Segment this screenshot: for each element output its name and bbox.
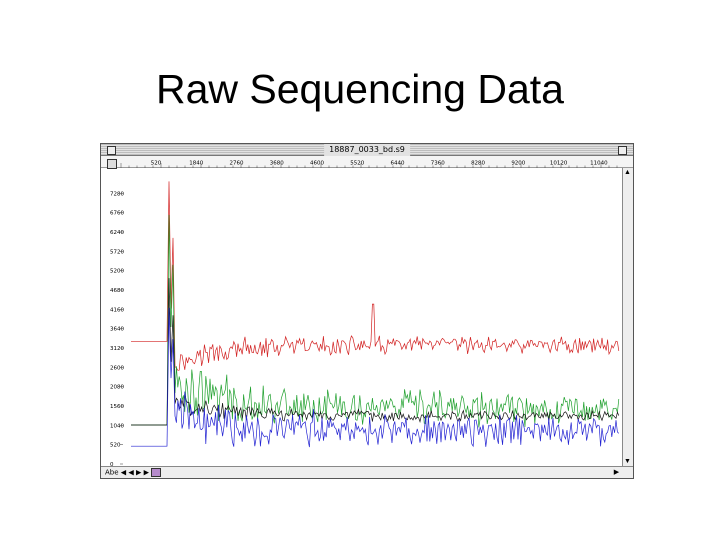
x-tick-label: 11040 xyxy=(590,161,608,167)
position-ruler xyxy=(101,156,633,168)
ruler-toggle-button[interactable] xyxy=(107,159,117,169)
horizontal-scrollbar[interactable]: Abe ◀ ◀ ▶ ▶ ▶ xyxy=(101,466,633,478)
vertical-scrollbar[interactable]: ▲ ▼ xyxy=(622,168,633,466)
zoom-swatch-icon[interactable] xyxy=(151,467,162,477)
y-tick-label: 6760 xyxy=(110,211,124,217)
y-tick-label: 4160 xyxy=(110,307,124,313)
x-tick-label: 2760 xyxy=(230,161,244,167)
y-tick-label: 3640 xyxy=(110,327,124,333)
zoom-controls-label[interactable]: Abe ◀ ◀ ▶ ▶ xyxy=(105,468,152,476)
x-tick-label: 1840 xyxy=(189,161,203,167)
chromatogram-traces xyxy=(131,181,620,448)
scroll-down-icon[interactable]: ▼ xyxy=(624,458,631,465)
y-tick-label: 6240 xyxy=(110,230,124,236)
trace-line xyxy=(131,307,620,448)
trace-line xyxy=(131,214,620,428)
window-title: 18887_0033_bd.s9 xyxy=(324,144,410,156)
x-tick-label: 7360 xyxy=(431,161,445,167)
y-tick-label: 2080 xyxy=(110,385,124,391)
slide-title: Raw Sequencing Data xyxy=(156,66,564,112)
x-tick-label: 10120 xyxy=(550,161,568,167)
x-tick-label: 3680 xyxy=(270,161,284,167)
y-tick-label: 0 xyxy=(110,462,114,468)
x-tick-label: 6440 xyxy=(391,161,405,167)
y-tick-label: 7280 xyxy=(110,191,124,197)
y-tick-label: 1560 xyxy=(110,404,124,410)
ruler-ticks: 520 1840 2760 3680 4600 5520 6440 7360 8280 9200 1… xyxy=(120,161,618,168)
y-tick-label: 520 xyxy=(110,443,121,449)
y-tick-label: 3120 xyxy=(110,346,124,352)
window-titlebar[interactable]: 18887_0033_bd.s9 xyxy=(101,144,633,156)
trace-line xyxy=(131,278,620,426)
x-tick-label: 520 xyxy=(151,161,162,167)
y-tick-label: 4680 xyxy=(110,288,124,294)
y-tick-label: 5720 xyxy=(110,249,124,255)
trace-line xyxy=(131,181,620,371)
x-tick-label: 5520 xyxy=(350,161,364,167)
close-box-icon[interactable] xyxy=(107,146,116,155)
scroll-up-icon[interactable]: ▲ xyxy=(624,169,631,176)
x-tick-label: 8280 xyxy=(471,161,485,167)
trace-viewer-window: 18887_0033_bd.s9 520 1840 2760 3680 4600 5520… xyxy=(100,143,634,479)
y-tick-label: 2600 xyxy=(110,365,124,371)
x-tick-label: 4600 xyxy=(310,161,324,167)
x-tick-label: 9200 xyxy=(511,161,525,167)
y-tick-label: 5200 xyxy=(110,269,124,275)
zoom-controls[interactable]: Abe ◀ ◀ ▶ ▶ xyxy=(105,467,162,478)
zoom-box-icon[interactable] xyxy=(618,146,627,155)
trace-plot: 520 1840 2760 3680 4600 5520 6440 7360 8280 9200 1… xyxy=(110,161,620,468)
y-axis: 0 520 1040 1560 2080 2600 3120 3640 4160 4680 5200… xyxy=(110,191,124,468)
y-tick-label: 1040 xyxy=(110,423,124,429)
scroll-right-icon[interactable]: ▶ xyxy=(613,469,620,476)
